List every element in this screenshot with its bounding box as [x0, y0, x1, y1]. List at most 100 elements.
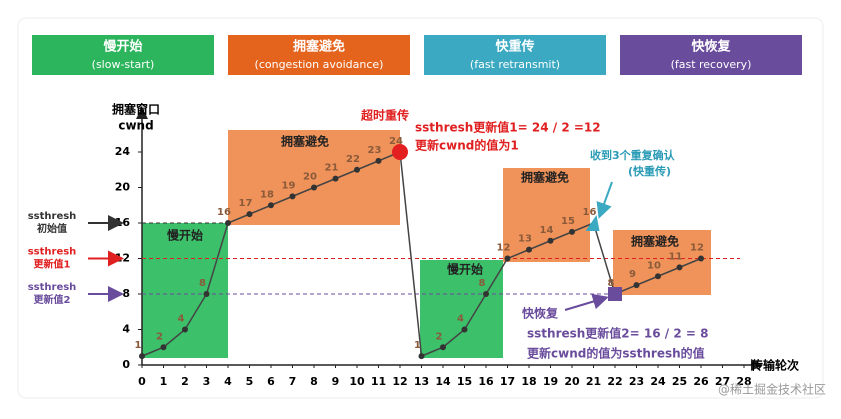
x-tick-label: 10 [349, 375, 365, 388]
phase-sub: (fast recovery) [671, 58, 752, 71]
x-tick-label: 2 [181, 375, 189, 388]
point [547, 237, 554, 244]
x-tick-label: 5 [246, 375, 254, 388]
x-tick-label: 15 [457, 375, 472, 388]
y-axis-label: 拥塞窗口 [112, 102, 160, 117]
threshold-label: 更新值2 [34, 293, 71, 306]
point-label: 17 [239, 198, 253, 209]
point-label: 2 [436, 331, 443, 342]
annotation: 超时重传 [360, 108, 409, 123]
y-tick-label: 0 [122, 358, 130, 371]
point-label: 20 [303, 172, 317, 183]
phase-sub: (slow-start) [92, 58, 155, 71]
point-label: 12 [497, 243, 511, 254]
annotation-arrow [564, 293, 609, 311]
annotation: ssthresh更新值1= 24 / 2 =12 [415, 120, 601, 135]
point-label: 16 [217, 207, 231, 218]
x-tick-label: 16 [478, 375, 494, 388]
point-label: 19 [282, 180, 296, 191]
point-label: 4 [178, 314, 185, 325]
point [504, 255, 511, 262]
x-tick-label: 18 [521, 375, 536, 388]
x-tick-label: 22 [607, 375, 622, 388]
region [613, 230, 711, 295]
region [420, 260, 503, 358]
point [160, 344, 167, 351]
region [228, 130, 400, 225]
x-tick-label: 0 [138, 375, 146, 388]
phase-box [32, 35, 214, 75]
annotation: 更新cwnd的值为1 [415, 138, 519, 153]
threshold-label: ssthresh [28, 247, 77, 258]
x-tick-label: 4 [224, 375, 232, 388]
annotation-arrow [596, 181, 613, 219]
point-label: 23 [368, 145, 382, 156]
region-label: 拥塞避免 [521, 170, 569, 185]
annotation: ssthresh更新值2= 16 / 2 = 8 [527, 326, 708, 341]
region-label: 拥塞避免 [281, 134, 329, 149]
point [246, 211, 253, 218]
annotation: 快恢复 [522, 306, 559, 321]
x-tick-label: 14 [435, 375, 451, 388]
phase-box [620, 35, 802, 75]
point [526, 246, 532, 253]
x-tick-label: 12 [392, 375, 407, 388]
point [225, 220, 231, 226]
x-tick-label: 13 [414, 375, 429, 388]
point [289, 193, 296, 200]
x-tick-label: 20 [564, 375, 580, 388]
point [311, 184, 317, 191]
point-label: 8 [199, 278, 206, 289]
x-tick-label: 6 [267, 375, 275, 388]
x-tick-label: 8 [310, 375, 318, 388]
point-label: 9 [629, 269, 636, 280]
point-label: 24 [389, 136, 403, 147]
x-tick-label: 3 [203, 375, 211, 388]
point-label: 8 [608, 278, 615, 289]
region-label: 慢开始 [447, 262, 483, 277]
x-axis-label: 传输轮次 [750, 358, 799, 373]
x-tick-label: 24 [650, 375, 666, 388]
point-label: 15 [561, 216, 575, 227]
x-tick-label: 11 [371, 375, 386, 388]
point-label: 1 [414, 340, 421, 351]
timeout-point [392, 144, 408, 160]
x-tick-label: 27 [715, 375, 730, 388]
point [203, 291, 210, 297]
phase-name: 慢开始 [103, 39, 142, 55]
point-label: 12 [690, 243, 704, 254]
watermark: @稀土掘金技术社区 [718, 382, 826, 397]
y-tick-label: 8 [122, 287, 130, 300]
point-label: 14 [540, 225, 554, 236]
point-label: 21 [325, 163, 339, 174]
point [440, 344, 446, 351]
region-label: 慢开始 [167, 228, 203, 243]
point [569, 228, 575, 235]
y-tick-label: 4 [122, 323, 130, 336]
point [139, 353, 145, 360]
point-label: 22 [346, 154, 360, 165]
recovery-point [608, 287, 622, 301]
point-label: 8 [479, 278, 486, 289]
phase-box [424, 35, 606, 75]
point-label: 13 [518, 234, 532, 245]
point-label: 1 [135, 340, 142, 351]
point [268, 202, 274, 209]
phase-box [228, 35, 410, 75]
x-tick-label: 7 [289, 375, 297, 388]
y-axis-label: cwnd [118, 119, 153, 133]
x-tick-label: 23 [629, 375, 644, 388]
phase-sub: (fast retransmit) [470, 58, 560, 71]
y-tick-label: 24 [115, 145, 131, 158]
threshold-label: ssthresh [28, 211, 77, 222]
threshold-label: 初始值 [37, 222, 67, 235]
x-tick-label: 26 [693, 375, 709, 388]
region [142, 223, 228, 358]
point-label: 2 [156, 331, 163, 342]
x-tick-label: 21 [586, 375, 601, 388]
y-tick-label: 20 [115, 181, 131, 194]
point [633, 282, 640, 289]
annotation: 收到3个重复确认 [590, 148, 676, 162]
region [503, 168, 590, 262]
